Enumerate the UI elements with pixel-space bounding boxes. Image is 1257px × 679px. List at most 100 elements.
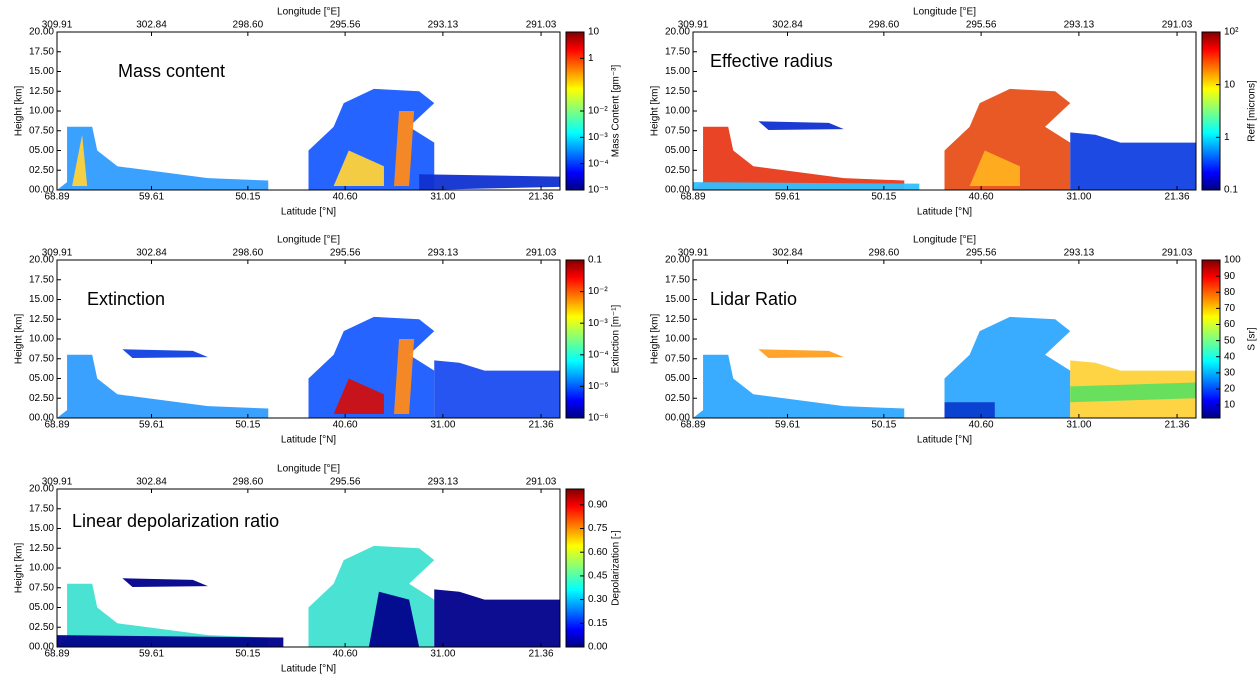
- cloud-field: [944, 316, 1071, 418]
- x-tick-label: 31.00: [1066, 420, 1091, 431]
- y-tick-label: 17.50: [29, 274, 54, 285]
- y-tick-label: 07.50: [665, 125, 690, 136]
- colorbar-tick-label: 60: [1224, 319, 1236, 330]
- x-tick-label: 50.15: [235, 420, 260, 431]
- cloud-field: [333, 378, 384, 415]
- x2-tick-label: 293.13: [428, 20, 459, 31]
- colorbar-tick-label: 10⁻⁴: [588, 158, 609, 169]
- colorbar-tick-label: 10⁻⁵: [588, 185, 609, 196]
- colorbar-tick-label: 30: [1224, 367, 1236, 378]
- panel: 00.00 02.50 05.00 07.50 10.00 12.50 15.00 17.50…: [14, 235, 622, 446]
- y-tick-label: 07.50: [29, 582, 54, 593]
- y-axis-label: Height [km]: [14, 85, 25, 136]
- colorbar-tick-label: 90: [1224, 271, 1236, 282]
- x2-tick-label: 291.03: [526, 248, 557, 259]
- x2-tick-label: 302.84: [772, 20, 803, 31]
- colorbar-label: Depolarization [-]: [611, 530, 622, 606]
- x-tick-label: 68.89: [44, 192, 69, 203]
- colorbar-tick-label: 0.45: [588, 571, 608, 582]
- colorbar-tick-label: 0.15: [588, 618, 608, 629]
- colorbar-tick-label: 10⁻³: [588, 318, 608, 329]
- colorbar-tick-label: 0.30: [588, 594, 608, 605]
- cloud-field: [693, 182, 920, 190]
- x2-tick-label: 309.91: [42, 248, 73, 259]
- x-tick-label: 68.89: [44, 420, 69, 431]
- panel-title: Effective radius: [710, 51, 833, 71]
- colorbar-tick-label: 10: [588, 27, 600, 38]
- x2-tick-label: 295.56: [966, 248, 997, 259]
- colorbar-tick-label: 10⁻³: [588, 132, 608, 143]
- y-tick-label: 20.00: [665, 255, 690, 266]
- x-tick-label: 50.15: [871, 420, 896, 431]
- y-tick-label: 02.50: [29, 622, 54, 633]
- x-tick-label: 68.89: [44, 649, 69, 660]
- y-tick-label: 17.50: [29, 46, 54, 57]
- cloud-field: [419, 174, 560, 190]
- cloud-field: [434, 589, 560, 647]
- x-tick-label: 59.61: [139, 192, 164, 203]
- x-axis-label: Latitude [°N]: [281, 207, 336, 218]
- y-tick-label: 20.00: [29, 27, 54, 38]
- x-axis-label: Latitude [°N]: [917, 435, 972, 446]
- colorbar: [565, 259, 585, 419]
- x-axis-label: Latitude [°N]: [281, 435, 336, 446]
- colorbar-label: Reff [microns]: [1247, 80, 1257, 142]
- x-tick-label: 40.60: [333, 649, 358, 660]
- y-tick-label: 05.00: [665, 145, 690, 156]
- x2-tick-label: 298.60: [233, 248, 264, 259]
- x-tick-label: 31.00: [430, 192, 455, 203]
- y-axis-label: Height [km]: [14, 542, 25, 593]
- x2-tick-label: 295.56: [330, 477, 361, 488]
- x-tick-label: 31.00: [1066, 192, 1091, 203]
- x2-axis-label: Longitude [°E]: [277, 464, 340, 475]
- y-axis-label: Height [km]: [650, 313, 661, 364]
- y-tick-label: 17.50: [665, 274, 690, 285]
- x2-tick-label: 293.13: [428, 248, 459, 259]
- panel-title: Extinction: [87, 289, 165, 309]
- y-tick-label: 07.50: [665, 353, 690, 364]
- cloud-field: [72, 134, 88, 187]
- x2-axis-label: Longitude [°E]: [913, 7, 976, 18]
- colorbar-tick-label: 0.75: [588, 523, 608, 534]
- cloud-field: [758, 349, 844, 358]
- y-tick-label: 10.00: [29, 106, 54, 117]
- y-tick-label: 02.50: [665, 165, 690, 176]
- cloud-field: [1070, 382, 1196, 403]
- y-tick-label: 05.00: [29, 602, 54, 613]
- colorbar-tick-label: 0.00: [588, 642, 608, 653]
- y-tick-label: 02.50: [29, 165, 54, 176]
- colorbar-tick-label: 10²: [1224, 27, 1239, 38]
- x2-tick-label: 295.56: [330, 20, 361, 31]
- y-tick-label: 10.00: [665, 106, 690, 117]
- x2-tick-label: 291.03: [526, 477, 557, 488]
- x-tick-label: 50.15: [871, 192, 896, 203]
- colorbar-tick-label: 0.60: [588, 547, 608, 558]
- x-tick-label: 50.15: [235, 192, 260, 203]
- cloud-field: [693, 126, 905, 190]
- y-tick-label: 07.50: [29, 125, 54, 136]
- cloud-field: [434, 360, 560, 418]
- x2-tick-label: 302.84: [772, 248, 803, 259]
- colorbar-tick-label: 80: [1224, 287, 1236, 298]
- y-tick-label: 00.00: [665, 413, 690, 424]
- y-tick-label: 00.00: [29, 413, 54, 424]
- y-tick-label: 15.00: [29, 66, 54, 77]
- x2-tick-label: 309.91: [42, 477, 73, 488]
- panel: 00.00 02.50 05.00 07.50 10.00 12.50 15.00 17.50…: [14, 464, 622, 675]
- y-tick-label: 15.00: [29, 523, 54, 534]
- panel-title: Lidar Ratio: [710, 289, 797, 309]
- x2-tick-label: 298.60: [869, 248, 900, 259]
- x-tick-label: 21.36: [529, 192, 554, 203]
- colorbar: [1201, 259, 1221, 419]
- panel-title: Mass content: [118, 61, 225, 81]
- x2-tick-label: 302.84: [136, 248, 167, 259]
- cloud-field: [57, 583, 269, 647]
- x-tick-label: 59.61: [139, 649, 164, 660]
- y-tick-label: 00.00: [29, 642, 54, 653]
- x-tick-label: 40.60: [969, 192, 994, 203]
- cloud-field: [1070, 132, 1196, 190]
- x2-tick-label: 295.56: [330, 248, 361, 259]
- x-tick-label: 31.00: [430, 649, 455, 660]
- colorbar-tick-label: 10⁻²: [588, 286, 608, 297]
